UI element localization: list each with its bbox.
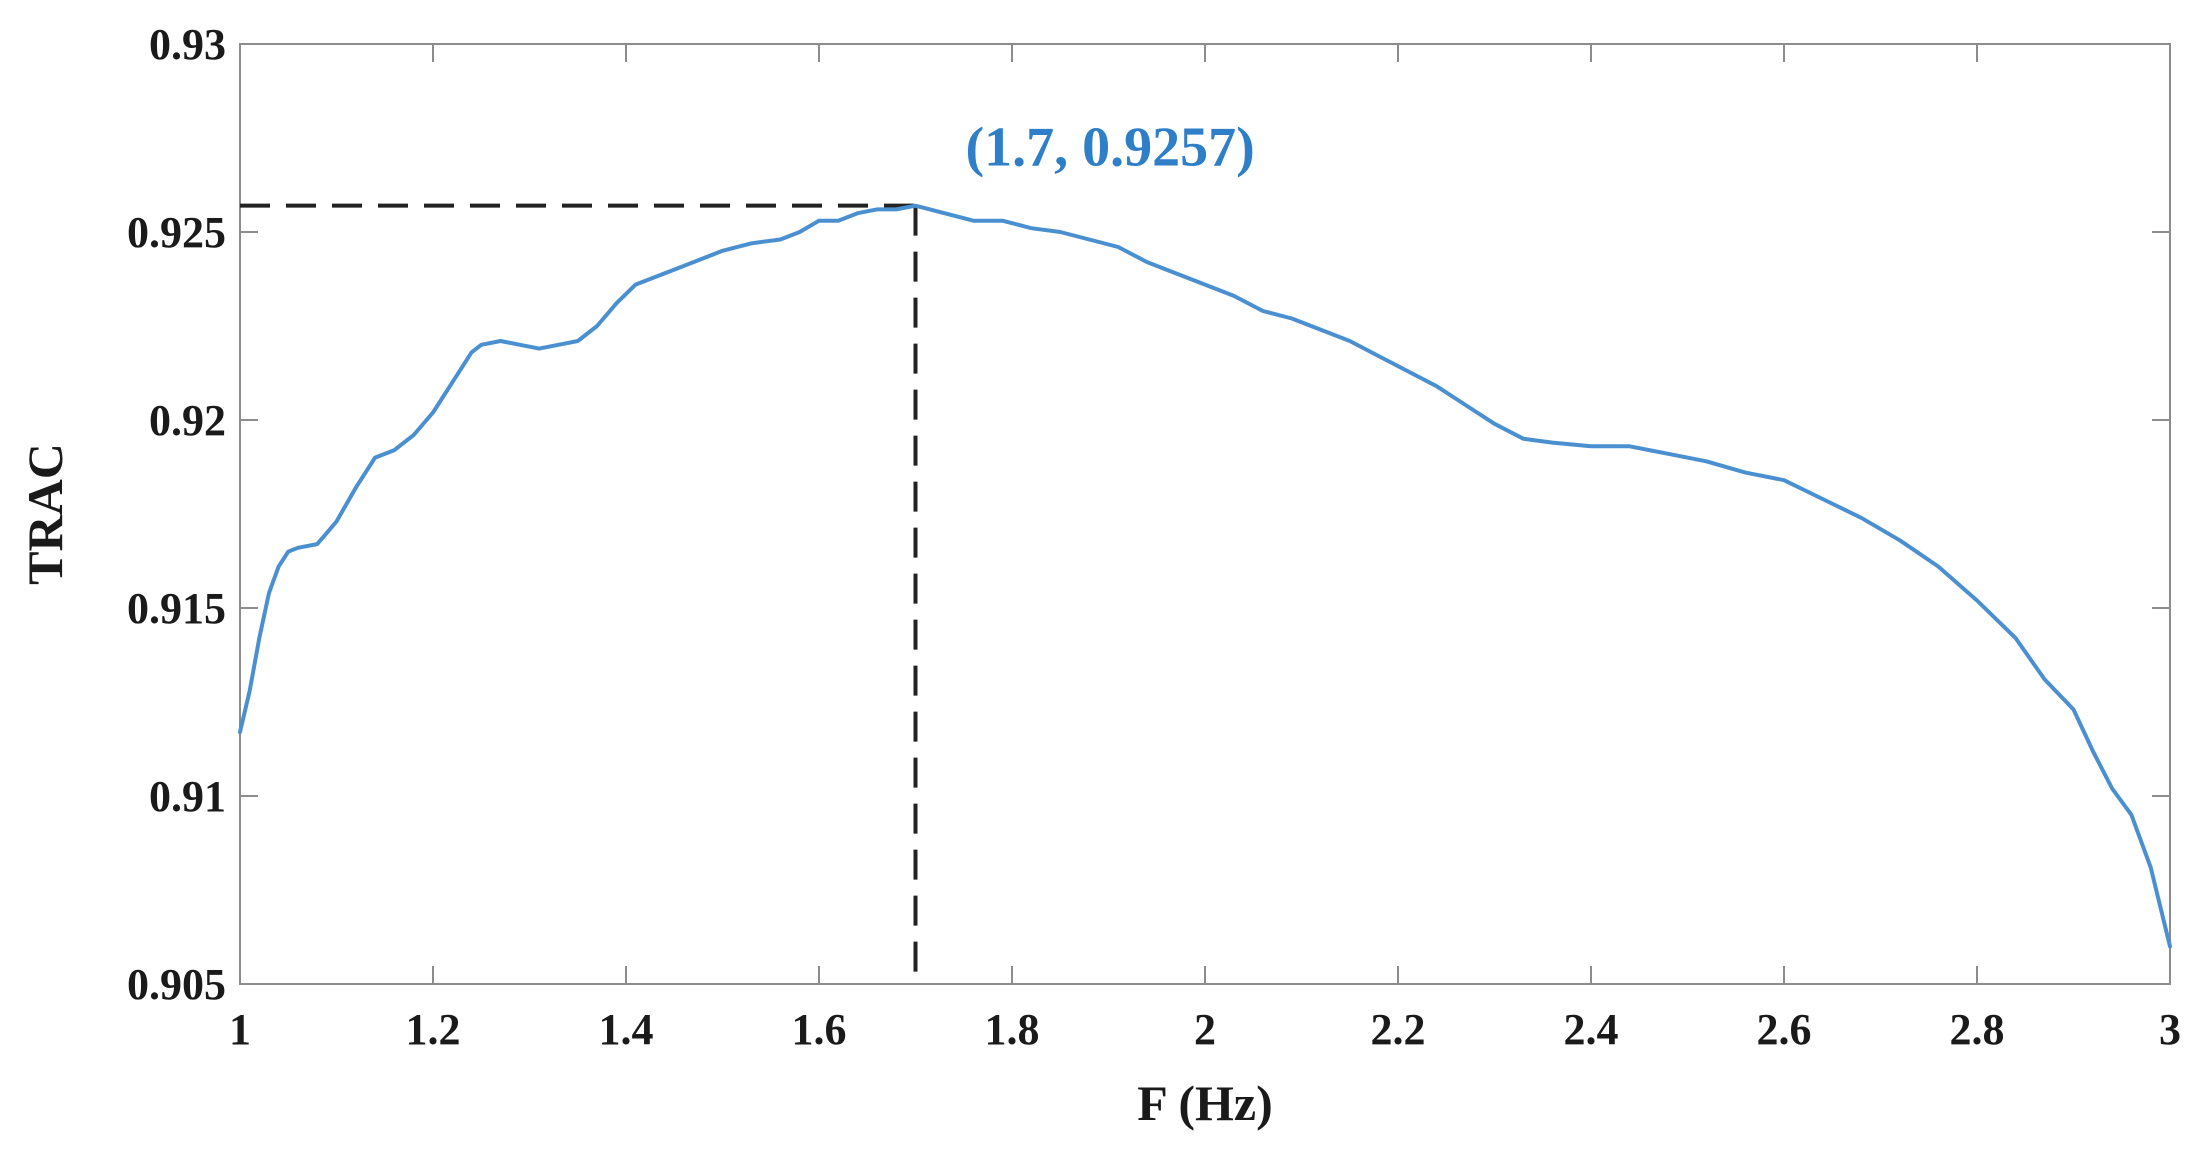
x-tick-label: 2.4 xyxy=(1564,1005,1619,1054)
y-axis-title: TRAC xyxy=(17,443,73,585)
plot-area xyxy=(239,43,2171,985)
x-tick-label: 2 xyxy=(1194,1005,1216,1054)
y-tick-label: 0.915 xyxy=(127,584,226,633)
x-tick-label: 1.2 xyxy=(406,1005,461,1054)
x-tick-label: 2.8 xyxy=(1950,1005,2005,1054)
x-tick-label: 3 xyxy=(2159,1005,2181,1054)
x-axis-ticks: 1 1.2 1.4 1.6 1.8 2 2.2 2.4 2.6 2.8 3 xyxy=(229,44,2181,1054)
y-axis-ticks: 0.905 0.91 0.915 0.92 0.925 0.93 xyxy=(127,20,2170,1009)
x-tick-label: 1.6 xyxy=(792,1005,847,1054)
x-tick-label: 1.4 xyxy=(599,1005,654,1054)
x-tick-label: 2.2 xyxy=(1371,1005,1426,1054)
x-tick-label: 1.8 xyxy=(985,1005,1040,1054)
y-tick-label: 0.93 xyxy=(149,20,226,69)
trac-series-line xyxy=(238,203,2172,949)
peak-guide-lines xyxy=(240,203,918,984)
y-tick-label: 0.905 xyxy=(127,960,226,1009)
x-axis-title: F (Hz) xyxy=(1137,1075,1273,1131)
peak-annotation-label: (1.7, 0.9257) xyxy=(966,117,1255,179)
y-tick-label: 0.92 xyxy=(149,396,226,445)
x-tick-label: 1 xyxy=(229,1005,251,1054)
y-tick-label: 0.91 xyxy=(149,772,226,821)
y-tick-label: 0.925 xyxy=(127,208,226,257)
x-tick-label: 2.6 xyxy=(1757,1005,1812,1054)
